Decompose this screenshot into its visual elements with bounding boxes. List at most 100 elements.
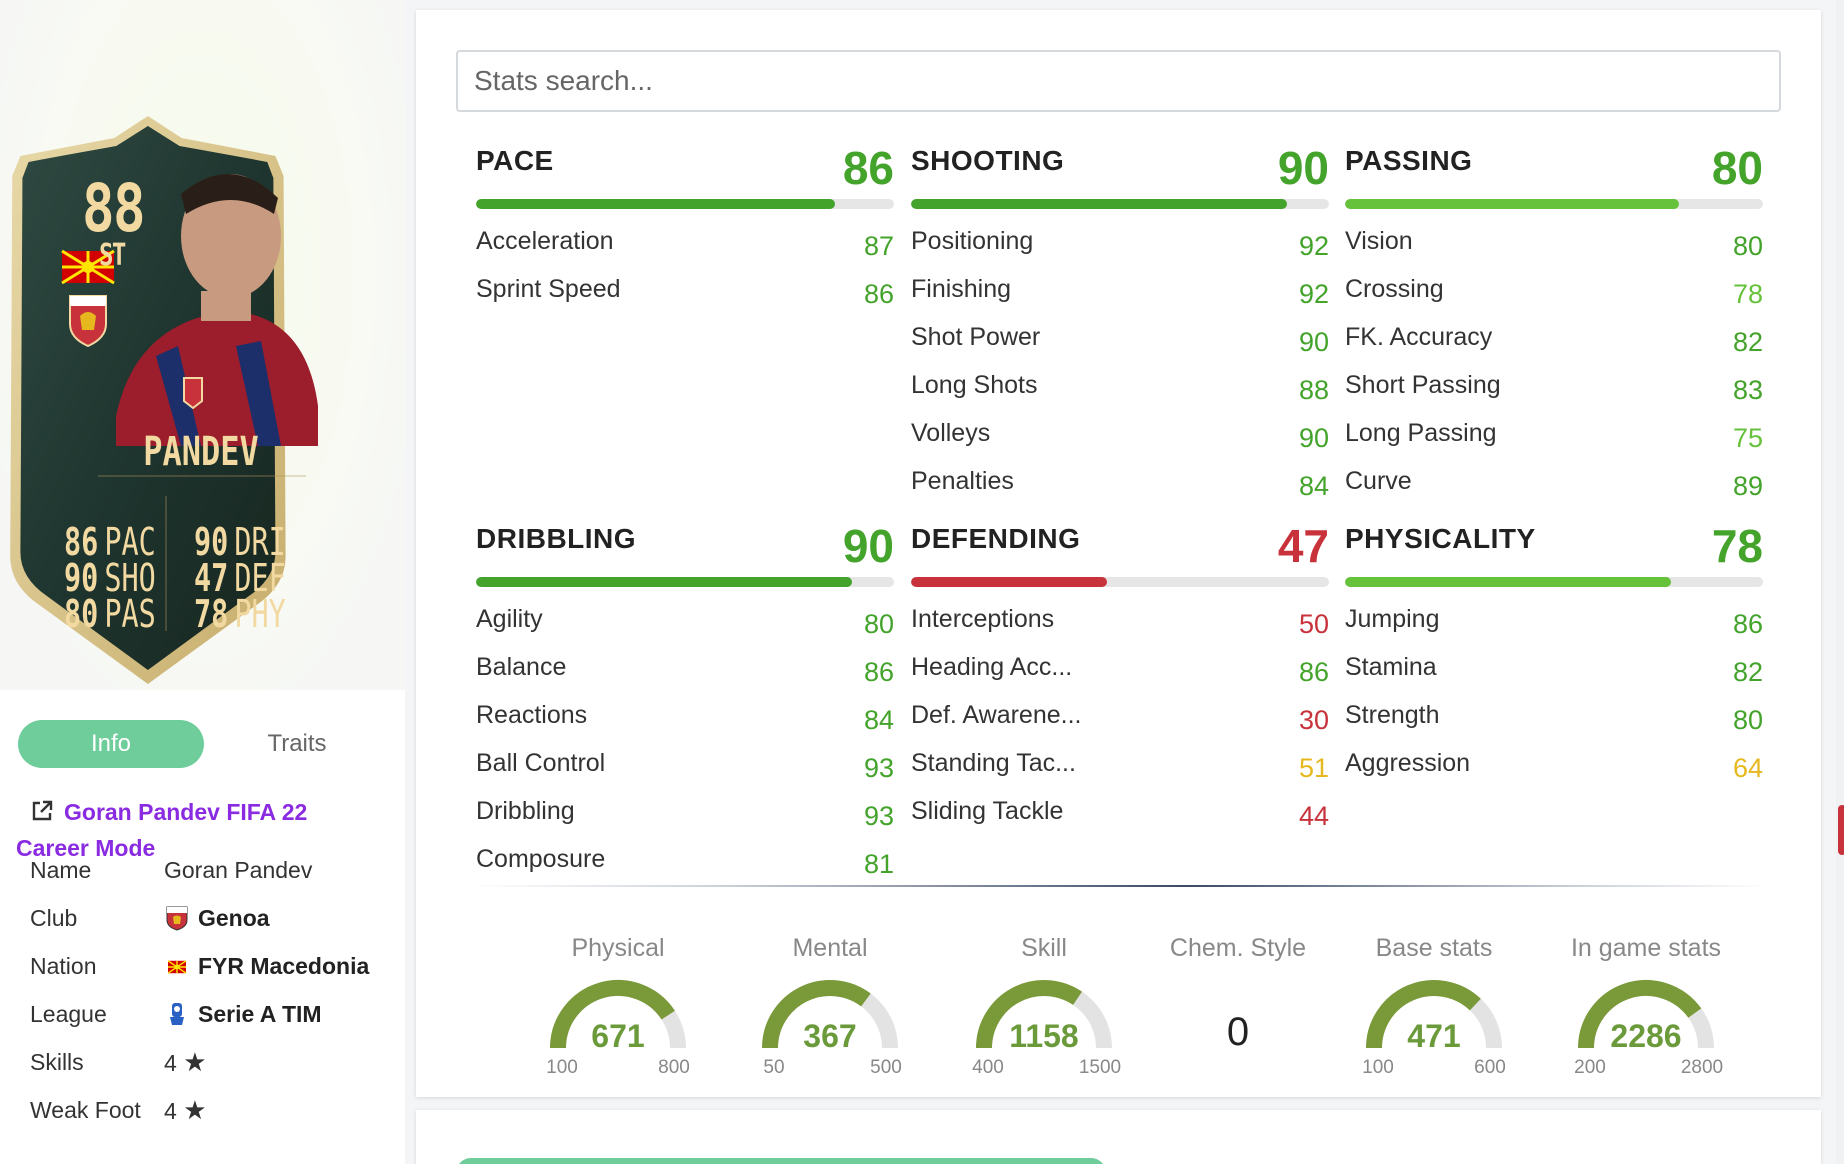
sub-stat-row: Interceptions 50 <box>911 595 1329 643</box>
category-bar-fill <box>476 577 853 587</box>
sub-stat-row: Acceleration 87 <box>476 217 894 265</box>
club-link[interactable]: Genoa <box>164 894 270 942</box>
sub-stat-name: Curve <box>1345 467 1412 495</box>
card-stat-phy: 78 PHY <box>194 592 286 636</box>
sub-stat-name: Sliding Tackle <box>911 797 1064 825</box>
player-link-line1[interactable]: Goran Pandev FIFA 22 <box>64 799 308 825</box>
secondary-tab-pill[interactable] <box>456 1158 1106 1164</box>
category-header: DRIBBLING 90 <box>476 513 894 587</box>
sub-stat-name: Agility <box>476 605 543 633</box>
category-name: DRIBBLING <box>476 523 637 554</box>
league-link[interactable]: Serie A TIM <box>164 990 322 1038</box>
sub-stat-name: Finishing <box>911 275 1012 303</box>
sub-stat-row: Curve 89 <box>1345 457 1763 505</box>
player-career-link[interactable]: Goran Pandev FIFA 22 Career Mode <box>16 794 386 866</box>
star-icon: ★ <box>183 1095 207 1125</box>
category-name: DEFENDING <box>911 523 1081 554</box>
category-header: SHOOTING 90 <box>911 135 1329 209</box>
sub-stat-value: 82 <box>1732 657 1763 687</box>
stats-panel: PACE 86 Acceleration 87 Sprint Speed 86 SHOOTI… <box>416 10 1821 1097</box>
side-edge <box>1836 0 1844 1164</box>
gauge-max: 2800 <box>1680 1057 1724 1078</box>
category-bar-fill <box>476 199 836 209</box>
gauge-fill <box>1366 980 1481 1049</box>
sub-stat-list: Jumping 86 Stamina 82 Strength 80 Aggression 64 <box>1345 595 1763 787</box>
sub-stat-row: Balance 86 <box>476 643 894 691</box>
category-name: PACE <box>476 145 554 176</box>
info-row-name: Name Goran Pandev <box>30 846 400 894</box>
sub-stat-value: 89 <box>1732 471 1763 501</box>
sub-stat-row: Aggression 64 <box>1345 739 1763 787</box>
sub-stat-list: Acceleration 87 Sprint Speed 86 <box>476 217 894 313</box>
player-link-line2[interactable]: Career Mode <box>16 835 156 861</box>
sub-stat-value: 80 <box>1732 231 1763 261</box>
info-row-league: League Serie A TIM <box>30 990 400 1038</box>
sub-stat-row: Agility 80 <box>476 595 894 643</box>
category-value: 47 <box>1277 520 1329 572</box>
sub-stat-row: Stamina 82 <box>1345 643 1763 691</box>
macedonia-flag-icon <box>167 960 187 974</box>
sub-stat-value: 84 <box>863 705 894 735</box>
gauge-min: 100 <box>1362 1057 1394 1078</box>
gauge-in-game-stats: In game stats 2286 200 2800 <box>1546 920 1746 1080</box>
sub-stat-value: 44 <box>1298 801 1329 831</box>
info-row-club: Club Genoa <box>30 894 400 942</box>
sub-stat-name: Heading Acc... <box>911 653 1073 681</box>
info-panel: Info Traits Goran Pandev FIFA 22 Career M… <box>0 690 405 1164</box>
genoa-badge-icon <box>69 295 107 348</box>
sub-stat-name: Dribbling <box>476 797 575 825</box>
gauge-fill <box>976 980 1083 1049</box>
sub-stat-value: 64 <box>1732 753 1763 783</box>
gauge-min: 400 <box>972 1057 1004 1078</box>
gauge-arc <box>976 980 1112 1049</box>
sub-stat-value: 83 <box>1732 375 1763 405</box>
sub-stat-name: Aggression <box>1345 749 1471 777</box>
sub-stat-name: Strength <box>1345 701 1440 729</box>
sub-stat-row: Reactions 84 <box>476 691 894 739</box>
category-bar <box>911 577 1329 587</box>
info-row-nation: Nation FYR Macedonia <box>30 942 400 990</box>
sub-stat-row: Positioning 92 <box>911 217 1329 265</box>
sub-stat-row: Composure 81 <box>476 835 894 883</box>
sub-stat-row: Vision 80 <box>1345 217 1763 265</box>
gauge-min: 50 <box>763 1057 785 1078</box>
sub-stat-value: 86 <box>863 657 894 687</box>
stats-search-input[interactable] <box>456 50 1781 112</box>
player-sidebar: 88 ST PANDEV 86 PAC 90 SHO 80 PAS 90 DRI 47 D… <box>0 0 405 1164</box>
category-value: 78 <box>1711 520 1763 572</box>
category-bar <box>911 199 1329 209</box>
gauge-max: 600 <box>1474 1057 1506 1078</box>
category-bar-fill <box>1345 577 1672 587</box>
sub-stat-row: Standing Tac... 51 <box>911 739 1329 787</box>
sub-stat-row: Long Passing 75 <box>1345 409 1763 457</box>
sub-stat-value: 86 <box>863 279 894 309</box>
info-label: League <box>30 1001 107 1027</box>
sub-stat-list: Positioning 92 Finishing 92 Shot Power 90 Long… <box>911 217 1329 505</box>
gauge-min: 200 <box>1574 1057 1606 1078</box>
gauge-chem-style: Chem. Style 0 <box>1138 920 1338 1080</box>
gauge-fill <box>762 980 871 1049</box>
card-stat-pas: 80 PAS <box>64 592 156 636</box>
nation-link[interactable]: FYR Macedonia <box>164 942 369 990</box>
sub-stat-value: 87 <box>863 231 894 261</box>
secondary-panel <box>416 1110 1821 1164</box>
sub-stat-value: 93 <box>863 753 894 783</box>
info-value: 4 ★ <box>164 1047 207 1077</box>
gauge-value: 471 <box>1407 1018 1461 1054</box>
tab-info[interactable]: Info <box>18 720 204 768</box>
side-marker[interactable] <box>1838 805 1844 855</box>
sub-stat-name: Sprint Speed <box>476 275 621 303</box>
tab-traits[interactable]: Traits <box>267 730 327 757</box>
divider <box>470 885 1770 887</box>
sub-stat-name: Acceleration <box>476 227 614 255</box>
sub-stat-value: 86 <box>1732 609 1763 639</box>
sub-stat-name: Long Shots <box>911 371 1038 399</box>
category-dribbling: DRIBBLING 90 Agility 80 Balance 86 Reactions 84… <box>476 513 894 879</box>
gauge-arc <box>550 980 686 1049</box>
category-bar-fill <box>1345 199 1680 209</box>
sub-stat-name: Reactions <box>476 701 588 729</box>
sub-stat-row: Ball Control 93 <box>476 739 894 787</box>
sub-stat-name: Stamina <box>1345 653 1437 681</box>
category-value: 90 <box>842 520 894 572</box>
sub-stat-row: Short Passing 83 <box>1345 361 1763 409</box>
